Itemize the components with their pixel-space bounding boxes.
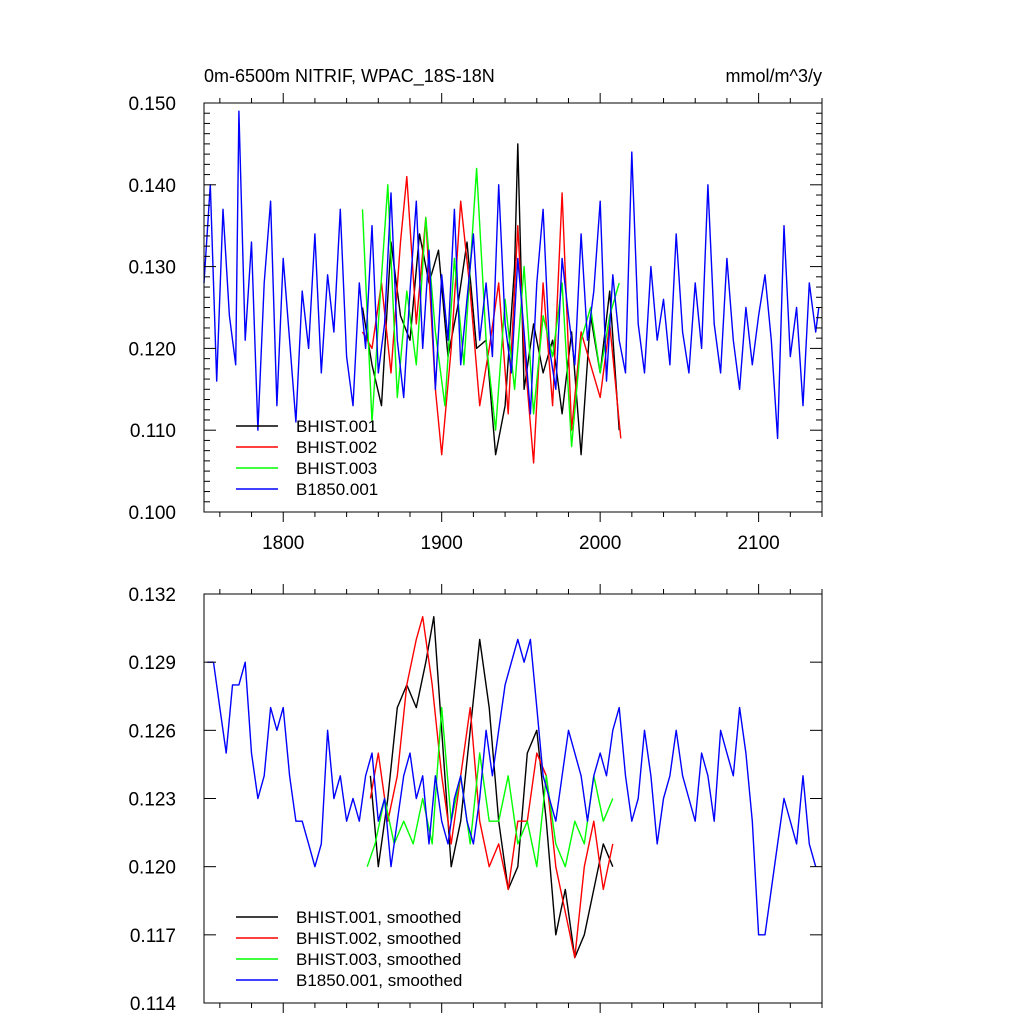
top-y-tick-label: 0.120 [128,339,176,360]
bottom-y-tick-label: 0.123 [128,790,176,811]
top-y-tick-label: 0.100 [128,503,176,524]
top-legend-label: BHIST.001 [296,417,377,436]
bottom-panel: 0.114 0.117 0.120 0.123 0.126 0.129 0.132 BHIST… [128,584,823,1015]
bottom-series-line-1 [369,616,614,959]
bottom-y-tick-label: 0.129 [128,653,176,674]
top-chart-units: mmol/m^3/y [726,66,822,86]
bottom-legend-label: BHIST.001, smoothed [296,908,461,927]
top-panel: 0m-6500m NITRIF, WPAC_18S-18N mmol/m^3/y… [128,66,823,554]
bottom-series-line-4 [207,638,817,936]
top-x-tick-label: 1800 [262,533,304,554]
bottom-series-line-2 [369,616,614,959]
top-y-tick-label: 0.110 [130,421,176,442]
top-x-tick-label: 2000 [579,533,621,554]
top-y-tick-label: 0.130 [128,258,176,279]
top-x-tick-label: 2100 [737,533,779,554]
top-chart-title: 0m-6500m NITRIF, WPAC_18S-18N [204,66,495,87]
bottom-legend-label: BHIST.003, smoothed [296,950,461,969]
bottom-y-tick-label: 0.132 [128,585,176,606]
top-legend-label: B1850.001 [296,480,378,499]
bottom-y-tick-label: 0.126 [128,721,176,742]
bottom-y-tick-label: 0.114 [130,994,177,1015]
top-series-line-4 [203,110,820,440]
bottom-y-tick-label: 0.117 [130,926,176,947]
bottom-legend-label: B1850.001, smoothed [296,971,462,990]
bottom-y-tick-label: 0.120 [128,858,176,879]
bottom-legend-label: BHIST.002, smoothed [296,929,461,948]
top-series-line-2 [361,175,622,464]
top-y-tick-label: 0.150 [128,94,176,115]
top-x-tick-label: 1900 [421,533,463,554]
top-y-tick-label: 0.140 [128,176,176,197]
bottom-series-line-3 [366,706,614,868]
top-series-line-1 [361,143,620,456]
top-legend-label: BHIST.002 [296,438,377,457]
top-legend-label: BHIST.003 [296,459,377,478]
top-series-line-3 [361,167,620,448]
